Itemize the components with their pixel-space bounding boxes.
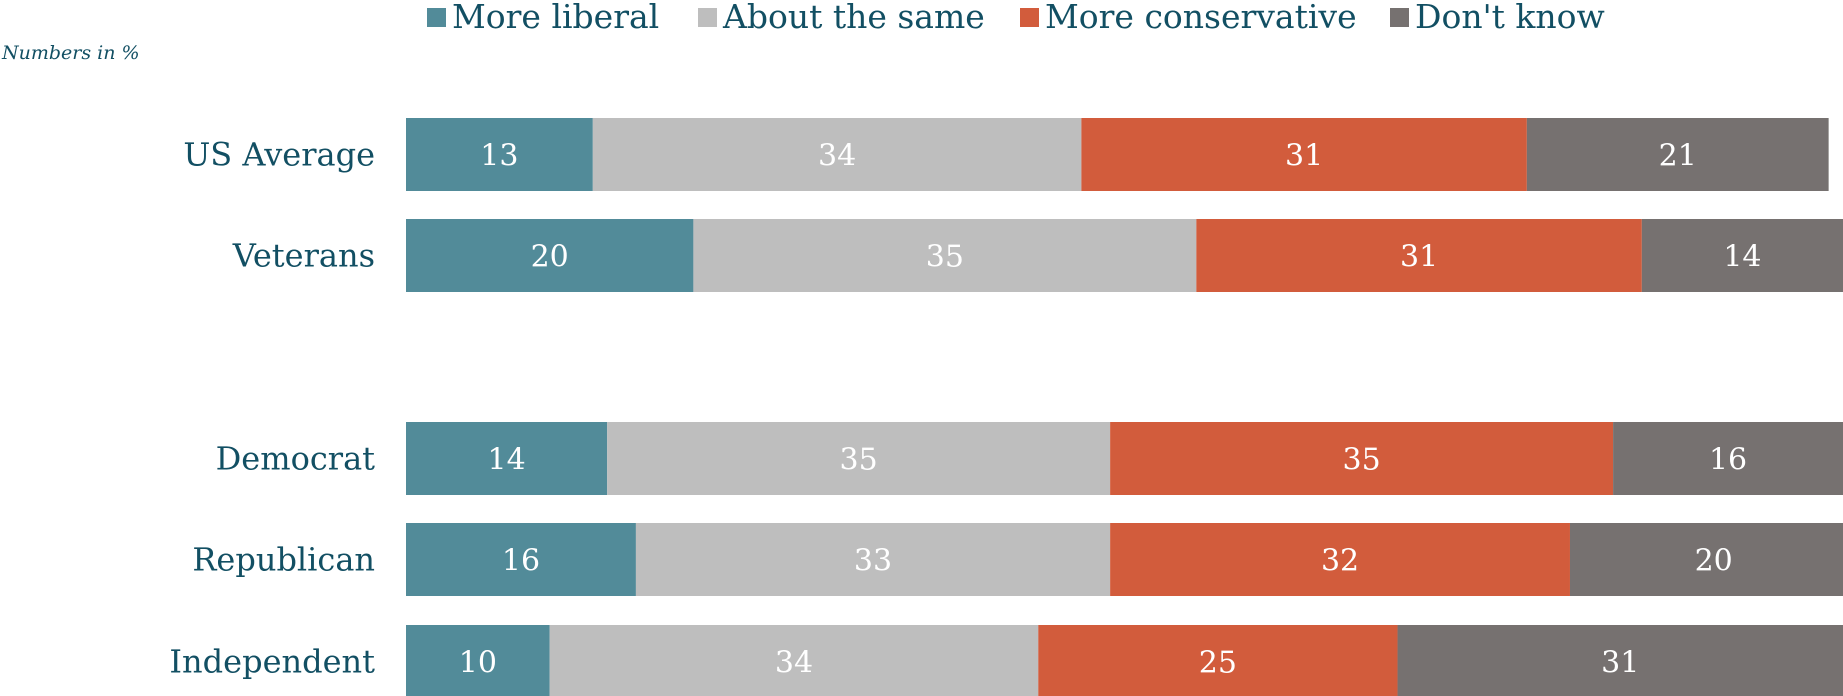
legend-item-more-liberal: More liberal [427, 0, 659, 36]
bar-segment-about-the-same [607, 422, 1111, 495]
data-label: 20 [531, 240, 569, 275]
data-label: 31 [1400, 240, 1438, 275]
bar-segment-about-the-same [549, 625, 1039, 696]
bars: 13 34 31 21 20 35 31 14 14 35 35 16 16 33 32 20 10 34 25 31 [406, 118, 1843, 696]
bar-segment-about-the-same [592, 118, 1082, 191]
data-label: 20 [1695, 544, 1733, 579]
legend-item-don-t-know: Don't know [1390, 0, 1605, 36]
data-label: 16 [502, 544, 540, 579]
bar-segment-more-liberal [406, 118, 593, 191]
data-label: 25 [1199, 646, 1237, 681]
data-label: 34 [775, 646, 813, 681]
bar-segment-don-t-know [1569, 523, 1843, 596]
bar-segment-more-conservative [1110, 422, 1614, 495]
data-label: 14 [1723, 240, 1761, 275]
bar-row-republican: 16 33 32 20 [406, 523, 1843, 596]
data-label: 10 [459, 646, 497, 681]
legend-swatch [1020, 8, 1039, 27]
bar-row-democrat: 14 35 35 16 [406, 422, 1843, 495]
legend-item-more-conservative: More conservative [1020, 0, 1357, 36]
data-label: 33 [854, 544, 892, 579]
bar-segment-more-conservative [1081, 118, 1527, 191]
category-label-republican: Republican [192, 541, 375, 579]
category-labels: US Average Veterans Democrat Republican Inde… [169, 136, 375, 681]
category-label-independent: Independent [169, 643, 375, 681]
bar-segment-more-liberal [406, 625, 550, 696]
legend-label: Don't know [1415, 0, 1605, 36]
data-label: 34 [818, 139, 856, 174]
category-label-us-average: US Average [183, 136, 375, 174]
legend-swatch [427, 8, 446, 27]
data-label: 35 [1343, 443, 1381, 478]
legend-swatch [1390, 8, 1409, 27]
legend-label: More conservative [1045, 0, 1357, 36]
category-label-veterans: Veterans [232, 237, 375, 275]
category-label-democrat: Democrat [216, 440, 376, 478]
chart-note: Numbers in % [1, 42, 140, 64]
bar-segment-don-t-know [1526, 118, 1829, 191]
bar-segment-more-liberal [406, 523, 636, 596]
data-label: 21 [1659, 139, 1697, 174]
bar-row-us-average: 13 34 31 21 [406, 118, 1829, 191]
data-label: 14 [487, 443, 525, 478]
legend-label: More liberal [452, 0, 659, 36]
bar-segment-more-liberal [406, 422, 608, 495]
data-label: 13 [480, 139, 518, 174]
data-label: 35 [926, 240, 964, 275]
data-label: 16 [1709, 443, 1747, 478]
bar-segment-more-conservative [1110, 523, 1570, 596]
data-label: 31 [1285, 139, 1323, 174]
legend-label: About the same [722, 0, 985, 36]
bar-segment-about-the-same [693, 219, 1197, 292]
legend: More liberal About the same More conservat… [427, 0, 1605, 36]
bar-row-veterans: 20 35 31 14 [406, 219, 1843, 292]
data-label: 31 [1601, 646, 1639, 681]
bar-segment-don-t-know [1613, 422, 1843, 495]
bar-segment-about-the-same [635, 523, 1111, 596]
bar-segment-more-liberal [406, 219, 694, 292]
data-label: 32 [1321, 544, 1359, 579]
legend-item-about-the-same: About the same [698, 0, 985, 36]
legend-swatch [698, 8, 717, 27]
bar-row-independent: 10 34 25 31 [406, 625, 1843, 696]
bar-segment-don-t-know [1641, 219, 1843, 292]
bar-segment-more-conservative [1196, 219, 1642, 292]
bar-segment-more-conservative [1038, 625, 1398, 696]
data-label: 35 [840, 443, 878, 478]
bar-segment-don-t-know [1397, 625, 1843, 696]
